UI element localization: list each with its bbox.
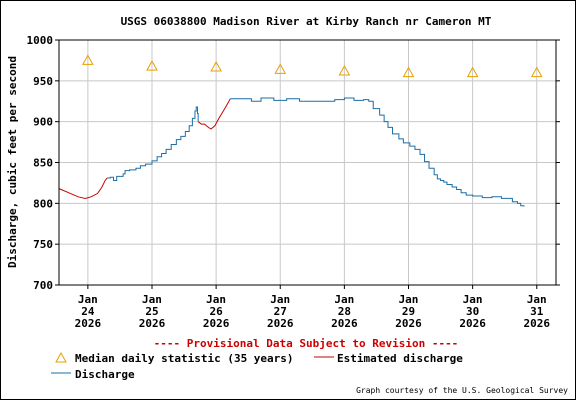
data-series xyxy=(58,54,543,207)
median-point xyxy=(402,66,415,78)
x-tick-label: 2026 xyxy=(267,317,294,330)
x-tick-label: Jan xyxy=(270,293,290,306)
y-tick-label: 800 xyxy=(33,197,53,210)
graph-credit: Graph courtesy of the U.S. Geological Su… xyxy=(356,386,568,395)
x-tick-label: Jan xyxy=(463,293,483,306)
y-tick-label: 850 xyxy=(33,157,53,170)
estimated-discharge-line xyxy=(58,177,108,199)
x-tick-label: 25 xyxy=(145,305,158,318)
x-tick-label: 29 xyxy=(402,305,415,318)
legend-median-triangle-icon xyxy=(55,351,67,363)
x-tick-label: 24 xyxy=(81,305,95,318)
x-tick-label: 30 xyxy=(466,305,479,318)
x-tick-label: Jan xyxy=(334,293,354,306)
x-tick-label: 2026 xyxy=(395,317,422,330)
x-tick-label: 2026 xyxy=(331,317,358,330)
y-tick-label: 900 xyxy=(33,116,53,129)
chart-title: USGS 06038800 Madison River at Kirby Ran… xyxy=(121,15,492,28)
x-tick-label: 26 xyxy=(209,305,223,318)
y-axis-label: Discharge, cubic feet per second xyxy=(6,56,19,268)
x-tick-label: Jan xyxy=(78,293,98,306)
median-point xyxy=(210,60,222,72)
x-tick-label: 31 xyxy=(530,305,544,318)
legend-median-label: Median daily statistic (35 years) xyxy=(75,352,294,365)
y-tick-label: 750 xyxy=(33,238,53,251)
y-tick-label: 700 xyxy=(33,279,53,292)
x-tick-label: 2026 xyxy=(459,317,486,330)
x-tick-label: 2026 xyxy=(139,317,166,330)
x-tick-label: Jan xyxy=(206,293,226,306)
x-tick-label: 2026 xyxy=(75,317,102,330)
legend: Median daily statistic (35 years) Estima… xyxy=(51,351,463,381)
x-tick-label: 28 xyxy=(338,305,351,318)
median-point xyxy=(82,54,94,65)
legend-estimated-label: Estimated discharge xyxy=(337,352,463,365)
discharge-line xyxy=(230,97,525,207)
x-tick-label: Jan xyxy=(142,293,162,306)
x-tick-label: 27 xyxy=(274,305,287,318)
estimated-discharge-line xyxy=(197,98,231,130)
plot-area-border xyxy=(58,39,557,286)
x-tick-label: 2026 xyxy=(203,317,230,330)
y-tick-label: 1000 xyxy=(27,34,54,47)
legend-discharge-label: Discharge xyxy=(75,368,135,381)
median-point xyxy=(466,66,479,78)
axis-ticks: 7007508008509009501000Jan242026Jan252026… xyxy=(27,34,560,330)
median-point xyxy=(338,65,351,76)
discharge-line xyxy=(107,106,199,181)
median-point xyxy=(274,63,287,74)
y-tick-label: 950 xyxy=(33,75,53,88)
median-point xyxy=(146,60,158,71)
x-tick-label: Jan xyxy=(527,293,547,306)
provisional-data-note: ---- Provisional Data Subject to Revisio… xyxy=(154,337,459,350)
grid-lines xyxy=(59,40,556,285)
x-tick-label: 2026 xyxy=(524,317,551,330)
x-tick-label: Jan xyxy=(399,293,419,306)
median-point xyxy=(530,66,543,78)
